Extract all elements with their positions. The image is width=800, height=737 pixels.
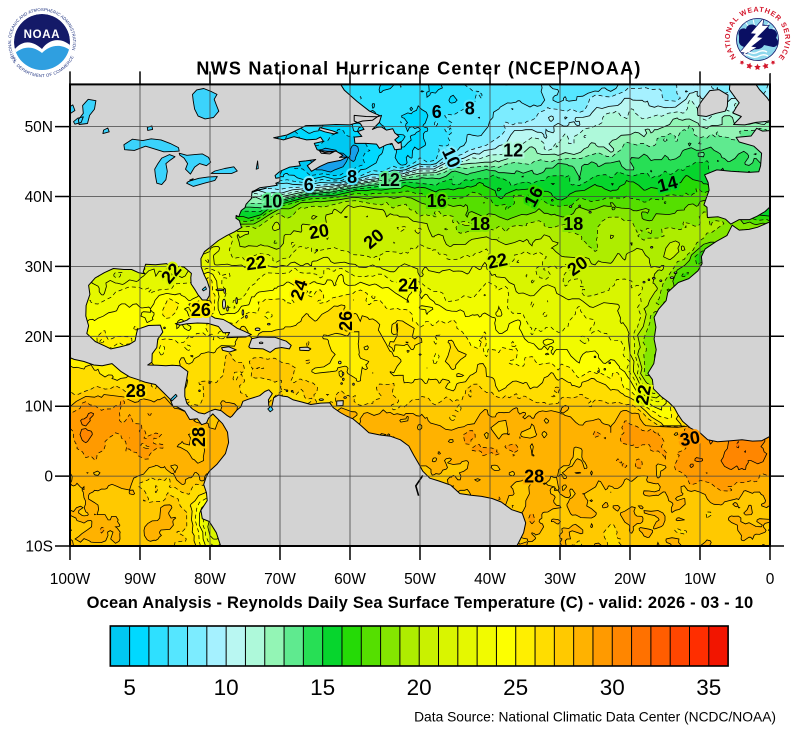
svg-text:15: 15	[310, 675, 335, 700]
svg-text:10: 10	[262, 192, 282, 212]
svg-text:NOAA: NOAA	[24, 29, 61, 41]
svg-text:100W: 100W	[50, 571, 91, 588]
svg-text:NWS National Hurricane Center: NWS National Hurricane Center (NCEP/NOAA…	[196, 59, 641, 79]
svg-text:5: 5	[123, 675, 136, 700]
svg-text:30W: 30W	[544, 571, 576, 588]
svg-text:0: 0	[44, 469, 53, 486]
svg-text:10: 10	[214, 675, 239, 700]
svg-text:10N: 10N	[25, 399, 53, 416]
svg-text:50W: 50W	[404, 571, 436, 588]
svg-text:12: 12	[503, 141, 523, 161]
svg-text:90W: 90W	[124, 571, 156, 588]
svg-text:22: 22	[632, 383, 655, 406]
svg-text:30N: 30N	[25, 259, 53, 276]
svg-text:16: 16	[427, 191, 447, 211]
svg-text:6: 6	[304, 175, 314, 195]
svg-text:20: 20	[407, 675, 432, 700]
svg-text:26: 26	[191, 300, 211, 320]
svg-text:40N: 40N	[25, 189, 53, 206]
svg-text:22: 22	[245, 252, 268, 275]
svg-text:28: 28	[126, 381, 146, 401]
svg-text:60W: 60W	[334, 571, 366, 588]
svg-text:Data Source: National Climatic: Data Source: National Climatic Data Cent…	[414, 710, 776, 725]
svg-text:28: 28	[189, 427, 209, 447]
svg-text:30: 30	[678, 427, 701, 450]
svg-text:20: 20	[307, 220, 330, 243]
svg-text:8: 8	[465, 99, 475, 119]
svg-text:26: 26	[336, 311, 356, 331]
svg-text:40W: 40W	[474, 571, 506, 588]
svg-text:8: 8	[347, 167, 357, 187]
svg-text:Ocean Analysis - Reynolds Dail: Ocean Analysis - Reynolds Daily Sea Surf…	[87, 594, 754, 612]
svg-text:10W: 10W	[684, 571, 716, 588]
svg-text:30: 30	[600, 675, 625, 700]
svg-text:35: 35	[696, 675, 721, 700]
svg-text:20N: 20N	[25, 329, 53, 346]
svg-text:70W: 70W	[264, 571, 296, 588]
svg-text:18: 18	[563, 214, 583, 234]
svg-text:0: 0	[766, 571, 775, 588]
svg-text:28: 28	[524, 466, 544, 486]
svg-text:10S: 10S	[25, 539, 53, 556]
svg-text:22: 22	[486, 249, 510, 273]
svg-text:6: 6	[432, 102, 442, 122]
svg-text:12: 12	[380, 170, 400, 190]
svg-text:24: 24	[398, 275, 418, 295]
svg-text:25: 25	[503, 675, 528, 700]
svg-text:18: 18	[470, 214, 490, 234]
svg-text:50N: 50N	[25, 119, 53, 136]
svg-text:20W: 20W	[614, 571, 646, 588]
svg-text:80W: 80W	[194, 571, 226, 588]
